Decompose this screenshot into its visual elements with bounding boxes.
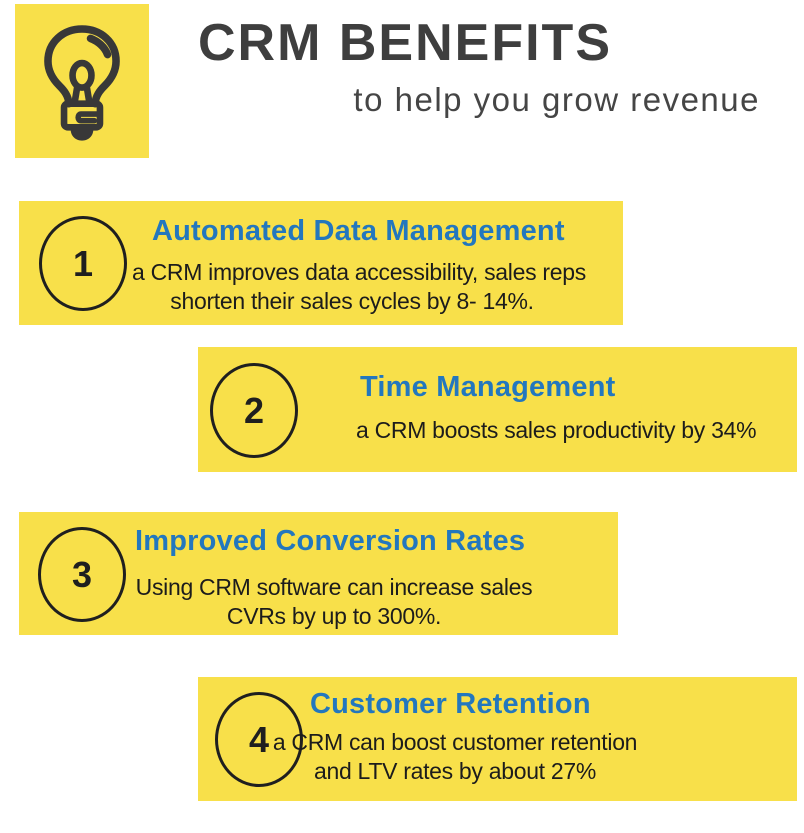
benefit-title-4: Customer Retention xyxy=(310,688,591,720)
step-number: 1 xyxy=(72,242,94,284)
description-line: a CRM improves data accessibility, sales… xyxy=(132,259,586,285)
step-number-badge-3: 3 xyxy=(38,527,126,622)
benefit-title-1: Automated Data Management xyxy=(152,215,565,247)
step-number-badge-4: 4 xyxy=(215,692,303,787)
benefit-title-3: Improved Conversion Rates xyxy=(135,525,526,557)
description-line: CVRs by up to 300%. xyxy=(226,603,442,629)
benefit-description-1: a CRM improves data accessibility, sales… xyxy=(132,258,586,316)
step-number: 3 xyxy=(71,553,93,595)
benefit-description-3: Using CRM software can increase sales CV… xyxy=(114,573,554,631)
benefit-card-4: 4 Customer Retention a CRM can boost cus… xyxy=(198,677,797,801)
benefit-description-2: a CRM boosts sales productivity by 34% xyxy=(356,416,757,445)
description-line: a CRM boosts sales productivity by 34% xyxy=(356,417,757,443)
description-line: a CRM can boost customer retention xyxy=(272,729,638,755)
description-line: shorten their sales cycles by 8- 14%. xyxy=(170,288,534,314)
logo-tile xyxy=(15,4,149,158)
benefit-title-2: Time Management xyxy=(360,371,616,403)
page-title: CRM BENEFITS xyxy=(198,14,612,72)
step-number: 4 xyxy=(248,718,270,760)
benefit-card-1: 1 Automated Data Management a CRM improv… xyxy=(19,201,623,325)
lightbulb-icon xyxy=(44,25,120,141)
benefit-card-2: 2 Time Management a CRM boosts sales pro… xyxy=(198,347,797,472)
step-number-badge-2: 2 xyxy=(210,363,298,458)
benefit-card-3: 3 Improved Conversion Rates Using CRM so… xyxy=(19,512,618,635)
description-line: and LTV rates by about 27% xyxy=(313,758,596,784)
step-number-badge-1: 1 xyxy=(39,216,127,311)
page-subtitle: to help you grow revenue xyxy=(353,81,760,118)
description-line: Using CRM software can increase sales xyxy=(135,574,533,600)
step-number: 2 xyxy=(243,389,265,431)
benefit-description-4: a CRM can boost customer retention and L… xyxy=(258,728,652,786)
